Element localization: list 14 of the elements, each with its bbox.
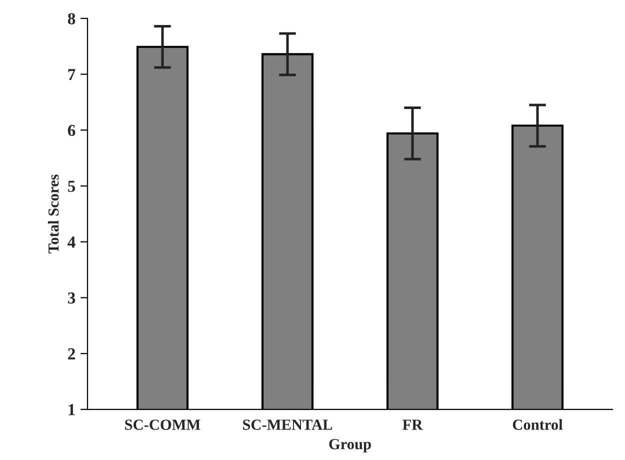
y-axis-title: Total Scores <box>48 174 59 254</box>
x-tick-label: FR <box>402 420 423 430</box>
y-tick-label: 4 <box>68 236 76 248</box>
y-tick-label: 7 <box>68 69 76 80</box>
x-tick-label: Control <box>512 419 563 430</box>
y-tick-label: 1 <box>68 404 75 416</box>
y-tick-label: 8 <box>68 13 76 24</box>
y-tick-label: 3 <box>68 292 76 304</box>
x-axis-title: Group <box>329 439 371 452</box>
x-tick-label: SC-MENTAL <box>243 420 332 430</box>
y-tick-label: 2 <box>68 348 75 360</box>
y-tick-label: 6 <box>68 124 76 136</box>
x-tick-label: SC-COMM <box>125 420 200 430</box>
y-tick-label: 5 <box>68 180 76 192</box>
